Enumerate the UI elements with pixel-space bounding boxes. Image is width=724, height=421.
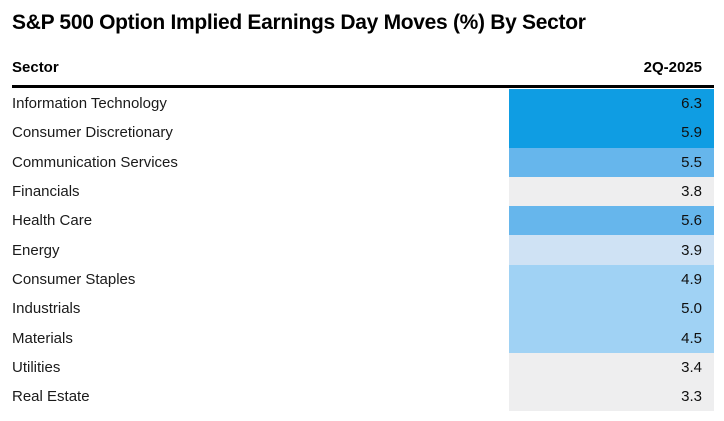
- sector-label: Real Estate: [12, 388, 90, 406]
- sector-label: Industrials: [12, 300, 81, 318]
- column-header-period: 2Q-2025: [643, 59, 702, 76]
- sector-label: Financials: [12, 183, 80, 201]
- value-cell: 5.0: [509, 294, 714, 324]
- table-row: Financials 3.8: [12, 176, 714, 207]
- value-cell: 4.5: [509, 323, 714, 353]
- table-row: Industrials 5.0: [12, 294, 714, 324]
- table-row: Consumer Discretionary 5.9: [12, 118, 714, 148]
- table-body: Information Technology 6.3 Consumer Disc…: [12, 89, 714, 412]
- value-cell: 3.8: [509, 176, 714, 207]
- value-cell: 5.5: [509, 147, 714, 177]
- value-cell: 5.6: [509, 206, 714, 236]
- table-row: Materials 4.5: [12, 323, 714, 353]
- table-row: Communication Services 5.5: [12, 147, 714, 177]
- table-row: Health Care 5.6: [12, 206, 714, 236]
- sector-label: Energy: [12, 241, 60, 259]
- value-cell: 4.9: [509, 264, 714, 295]
- sector-label: Information Technology: [12, 95, 167, 113]
- page-title: S&P 500 Option Implied Earnings Day Move…: [12, 11, 586, 34]
- sector-label: Consumer Staples: [12, 270, 136, 288]
- sector-label: Utilities: [12, 358, 61, 376]
- table-header-row: Sector 2Q-2025: [12, 59, 714, 88]
- table-row: Utilities 3.4: [12, 352, 714, 382]
- value-cell: 5.9: [509, 118, 714, 148]
- table-row: Consumer Staples 4.9: [12, 264, 714, 295]
- value-cell: 6.3: [509, 89, 714, 119]
- sector-label: Communication Services: [12, 153, 178, 171]
- table-row: Information Technology 6.3: [12, 89, 714, 119]
- value-cell: 3.9: [509, 235, 714, 265]
- table-row: Energy 3.9: [12, 235, 714, 265]
- table-row: Real Estate 3.3: [12, 381, 714, 412]
- sector-label: Materials: [12, 329, 73, 347]
- sector-label: Health Care: [12, 212, 93, 230]
- chart-content: S&P 500 Option Implied Earnings Day Move…: [12, 0, 714, 412]
- value-cell: 3.3: [509, 381, 714, 412]
- column-header-sector: Sector: [12, 59, 59, 76]
- value-cell: 3.4: [509, 352, 714, 382]
- sector-label: Consumer Discretionary: [12, 124, 173, 142]
